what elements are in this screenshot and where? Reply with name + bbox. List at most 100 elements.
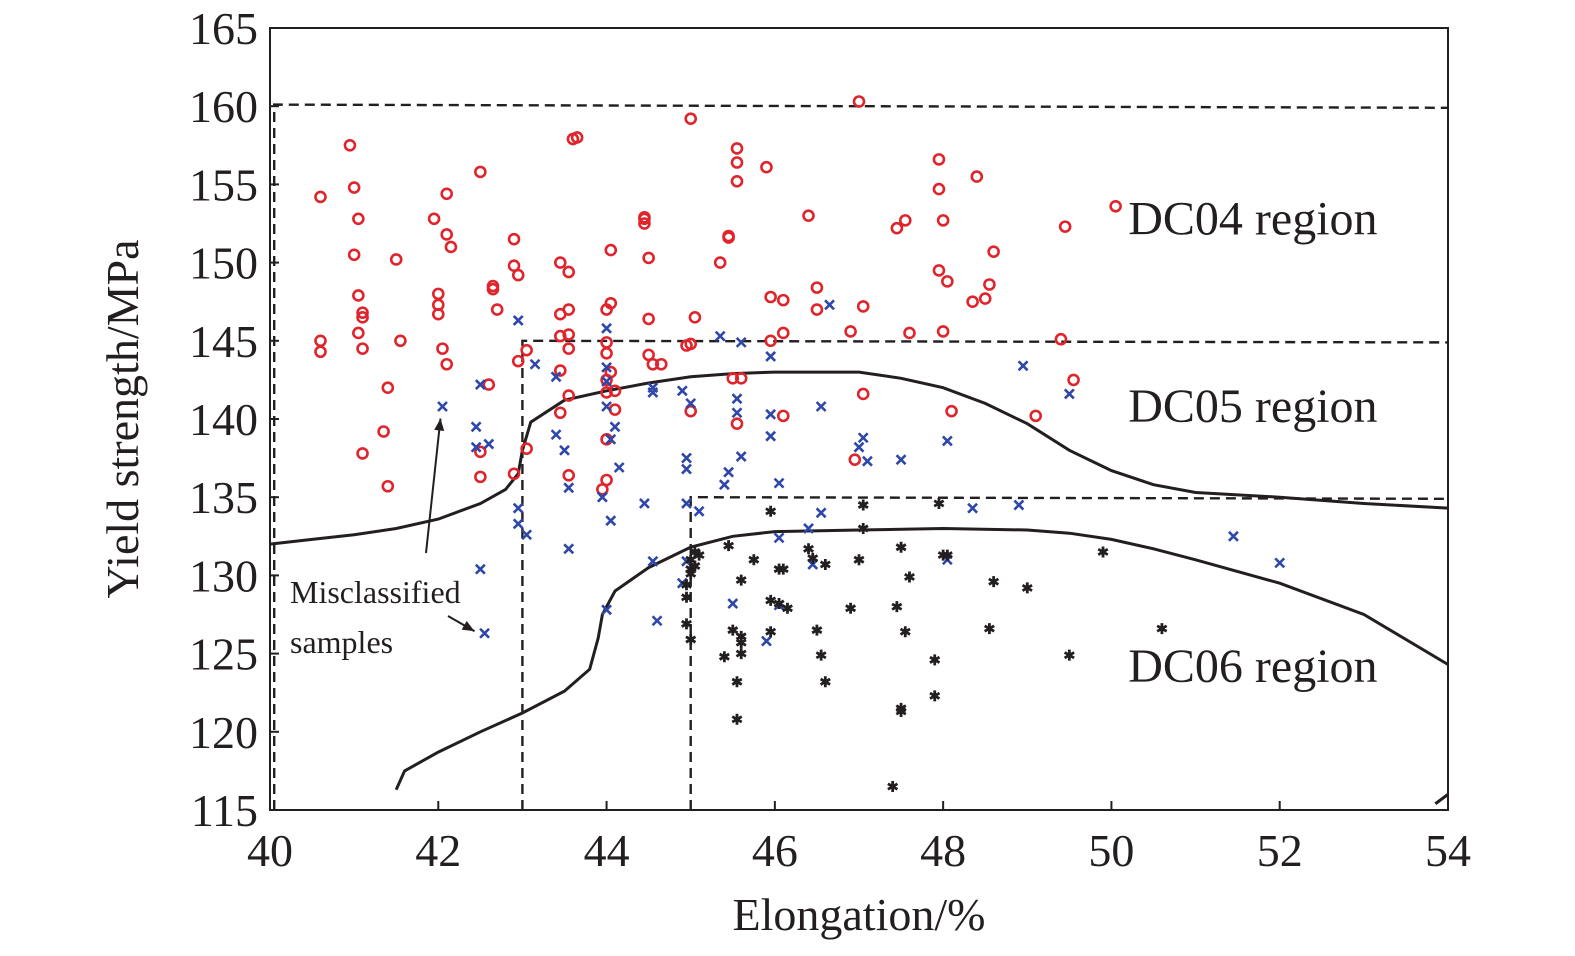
dc06-point bbox=[983, 623, 995, 635]
region-boundaries bbox=[273, 103, 1449, 810]
dc05-point bbox=[651, 615, 663, 627]
dc05-point bbox=[601, 361, 612, 373]
y-tick-label: 155 bbox=[189, 159, 258, 210]
dc06-point bbox=[1156, 623, 1168, 635]
dc06-point bbox=[807, 552, 819, 564]
dc04-point bbox=[600, 386, 613, 399]
dc06-point bbox=[731, 676, 743, 688]
dc04-point bbox=[966, 295, 979, 309]
dc05-point bbox=[895, 454, 907, 466]
dc04-point bbox=[352, 326, 365, 340]
dc05-point bbox=[693, 505, 705, 517]
region-labels: DC04 region DC05 region DC06 region bbox=[1128, 192, 1377, 692]
dc06-point bbox=[731, 713, 743, 725]
dc05-point bbox=[647, 386, 659, 398]
dc05-point bbox=[861, 455, 873, 467]
dc04-point bbox=[356, 311, 369, 324]
x-tick-label: 52 bbox=[1257, 825, 1303, 876]
y-tick-label: 115 bbox=[191, 785, 258, 836]
dc05-point bbox=[601, 604, 612, 616]
dc04-point bbox=[600, 473, 613, 487]
dc05-point bbox=[967, 502, 979, 514]
dc06-point bbox=[815, 649, 827, 661]
dc06-point bbox=[988, 576, 1000, 588]
dc05-point bbox=[550, 429, 562, 441]
dc06-point bbox=[735, 574, 747, 586]
dc06-point bbox=[777, 563, 789, 575]
dc04-point bbox=[726, 372, 740, 385]
dc04-point bbox=[440, 357, 454, 371]
y-tick-label: 145 bbox=[189, 316, 258, 367]
dc05-point bbox=[605, 433, 617, 445]
dc04-point bbox=[486, 279, 500, 293]
dc05-point bbox=[1228, 530, 1239, 542]
dc04-point bbox=[511, 354, 525, 368]
dc06-point bbox=[853, 554, 865, 566]
dc06-point bbox=[693, 549, 705, 561]
dc06-point bbox=[819, 676, 831, 688]
dc04-point bbox=[730, 156, 744, 169]
dc06-point bbox=[811, 624, 823, 636]
dc04-point bbox=[776, 326, 790, 340]
dc04-point bbox=[356, 447, 369, 460]
dc05-point bbox=[1274, 557, 1286, 569]
dc04-point bbox=[394, 334, 407, 348]
dc04-point bbox=[562, 303, 576, 316]
dc04-point bbox=[377, 425, 390, 438]
dc05-point bbox=[718, 479, 730, 491]
dc05-point bbox=[727, 598, 739, 609]
dc05-point bbox=[512, 315, 524, 326]
dc04-point bbox=[352, 212, 365, 226]
dc06-point bbox=[727, 624, 739, 636]
x-tick-label: 40 bbox=[247, 825, 293, 876]
dc06-point bbox=[887, 781, 899, 793]
dc06-point bbox=[891, 601, 903, 613]
dc05-point bbox=[474, 563, 486, 575]
dc05-point bbox=[470, 441, 482, 453]
dc04-point bbox=[642, 312, 655, 326]
dc06-point bbox=[904, 571, 915, 583]
x-tick-label: 44 bbox=[584, 825, 630, 876]
dc04-point bbox=[347, 248, 361, 262]
x-tick-label: 46 bbox=[752, 825, 798, 876]
dc06-point bbox=[773, 598, 785, 610]
dc05-point bbox=[853, 441, 865, 453]
dc04-point bbox=[474, 470, 487, 484]
dc04-point bbox=[776, 409, 790, 423]
dc05-point bbox=[714, 330, 726, 342]
dc05-point bbox=[601, 401, 612, 412]
dc06-point bbox=[899, 626, 911, 638]
dc04-point bbox=[932, 182, 946, 196]
dc04-point bbox=[444, 240, 458, 254]
annotation-arrow-1 bbox=[425, 418, 442, 554]
dc04-point bbox=[1029, 409, 1042, 423]
dc05-point bbox=[1063, 388, 1075, 400]
dc06-point bbox=[681, 591, 692, 603]
dc06-point bbox=[941, 549, 953, 561]
dc05-point bbox=[512, 502, 524, 514]
dc06-point bbox=[895, 705, 907, 717]
dc04-point bbox=[856, 300, 870, 313]
dc04-point bbox=[684, 337, 698, 351]
dc05-point bbox=[483, 438, 495, 450]
dc06-point bbox=[681, 579, 692, 591]
x-tick-label: 54 bbox=[1425, 825, 1471, 876]
dc04-point bbox=[722, 229, 735, 243]
dc05-point bbox=[723, 466, 734, 478]
annotation-arrowhead-2 bbox=[461, 620, 475, 632]
dc04-point bbox=[553, 256, 567, 269]
dc04-point bbox=[810, 303, 824, 316]
dc05-point bbox=[605, 515, 617, 527]
dc04-point bbox=[314, 190, 327, 204]
dc04-point bbox=[638, 210, 651, 224]
dc04-point bbox=[945, 404, 958, 418]
dc04-point bbox=[760, 160, 773, 174]
dc05-point bbox=[765, 351, 777, 362]
misclassified-annotation: Misclassified samples bbox=[290, 418, 476, 660]
dc04-point bbox=[604, 296, 618, 310]
dc06-point bbox=[929, 654, 941, 666]
dc05-point bbox=[559, 444, 570, 456]
dc04-point bbox=[474, 445, 487, 459]
